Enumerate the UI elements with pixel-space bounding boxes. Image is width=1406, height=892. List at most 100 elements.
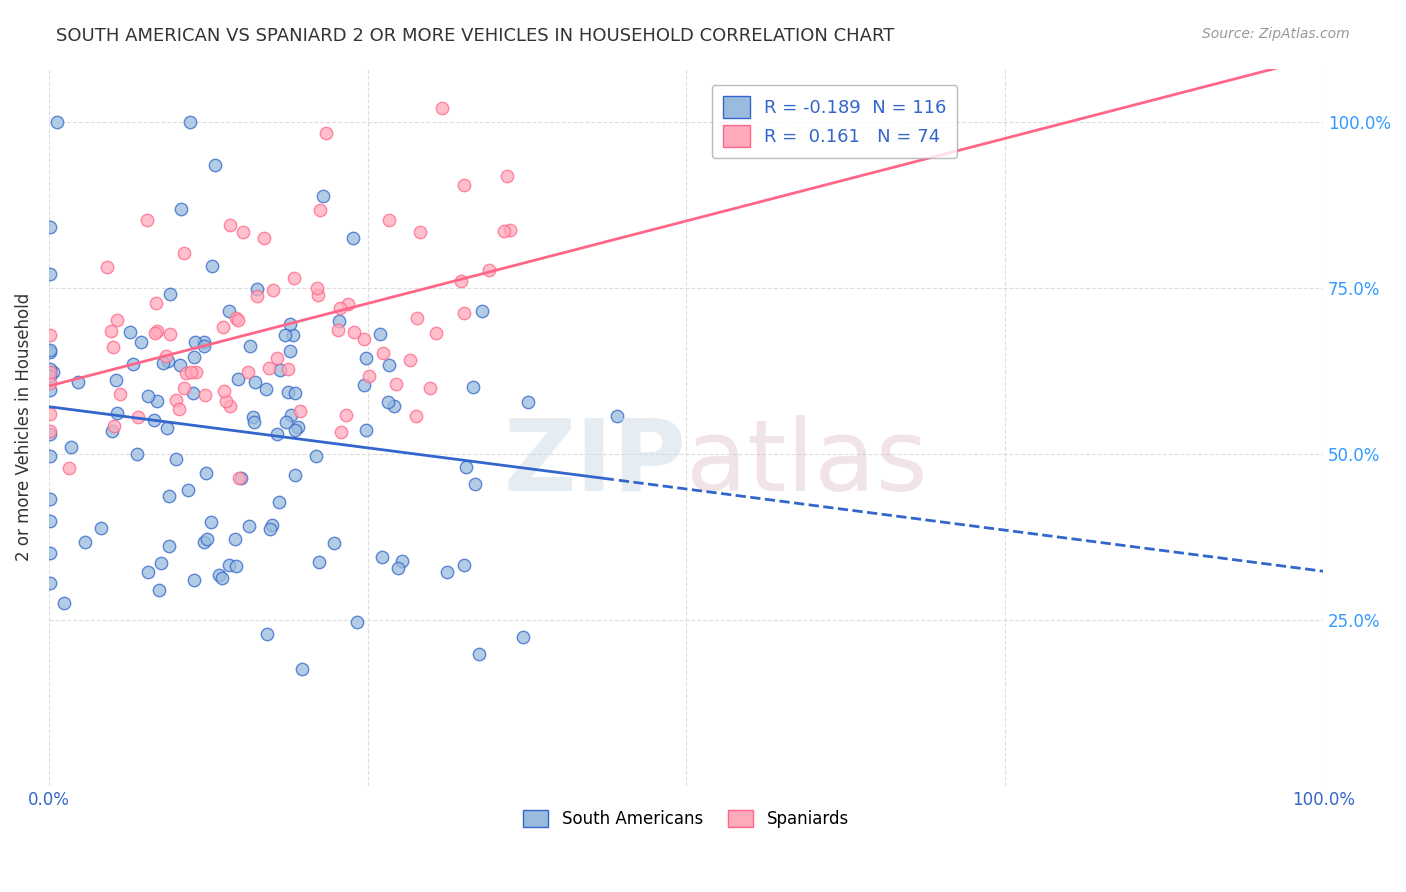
Point — [174, 366, 197, 380]
Point — [226, 372, 249, 386]
Point — [180, 365, 202, 379]
Point — [328, 314, 350, 328]
Point — [108, 387, 131, 401]
Point — [39, 546, 62, 560]
Point — [193, 387, 215, 401]
Point — [385, 376, 408, 391]
Text: atlas: atlas — [686, 415, 928, 511]
Point — [39, 328, 62, 343]
Point — [274, 328, 297, 343]
Point — [246, 283, 269, 297]
Point — [283, 271, 305, 285]
Point — [453, 558, 475, 573]
Point — [39, 343, 62, 358]
Point — [39, 345, 62, 359]
Point — [169, 358, 191, 372]
Point — [256, 626, 278, 640]
Point — [118, 325, 141, 339]
Point — [512, 630, 534, 644]
Point — [194, 466, 217, 480]
Point — [121, 357, 143, 371]
Point — [53, 596, 76, 610]
Point — [336, 297, 359, 311]
Point — [136, 389, 159, 403]
Point — [378, 359, 401, 373]
Point — [39, 492, 62, 507]
Point — [39, 576, 62, 591]
Point — [146, 324, 169, 338]
Point — [39, 267, 62, 281]
Text: Source: ZipAtlas.com: Source: ZipAtlas.com — [1202, 27, 1350, 41]
Point — [167, 402, 190, 417]
Point — [183, 350, 205, 364]
Point — [260, 518, 283, 533]
Point — [382, 400, 405, 414]
Legend: South Americans, Spaniards: South Americans, Spaniards — [517, 804, 855, 835]
Point — [193, 335, 215, 350]
Point — [330, 425, 353, 439]
Point — [105, 313, 128, 327]
Point — [149, 556, 172, 570]
Point — [254, 382, 277, 396]
Point — [277, 384, 299, 399]
Point — [243, 415, 266, 429]
Point — [103, 418, 125, 433]
Point — [186, 365, 208, 379]
Point — [471, 304, 494, 318]
Point — [436, 565, 458, 579]
Point — [152, 356, 174, 370]
Point — [58, 460, 80, 475]
Point — [179, 114, 201, 128]
Point — [277, 361, 299, 376]
Point — [181, 386, 204, 401]
Point — [280, 409, 302, 423]
Point — [378, 213, 401, 227]
Point — [281, 328, 304, 343]
Point — [236, 366, 259, 380]
Point — [353, 332, 375, 346]
Point — [143, 412, 166, 426]
Point — [278, 344, 301, 359]
Point — [136, 212, 159, 227]
Point — [262, 284, 284, 298]
Point — [165, 451, 187, 466]
Point — [266, 427, 288, 442]
Point — [357, 369, 380, 384]
Point — [284, 424, 307, 438]
Point — [145, 296, 167, 310]
Point — [155, 349, 177, 363]
Point — [464, 476, 486, 491]
Point — [232, 225, 254, 239]
Point — [107, 406, 129, 420]
Point — [259, 361, 281, 376]
Point — [517, 395, 540, 409]
Point — [208, 567, 231, 582]
Point — [430, 101, 453, 115]
Point — [259, 522, 281, 536]
Point — [371, 550, 394, 565]
Point — [218, 304, 240, 318]
Point — [266, 351, 288, 366]
Point — [326, 323, 349, 337]
Point — [173, 246, 195, 260]
Point — [96, 260, 118, 274]
Point — [195, 533, 218, 547]
Point — [204, 158, 226, 172]
Point — [354, 351, 377, 366]
Point — [354, 423, 377, 437]
Point — [200, 515, 222, 529]
Point — [280, 317, 302, 331]
Point — [157, 354, 180, 368]
Point — [101, 424, 124, 438]
Point — [242, 410, 264, 425]
Point — [219, 218, 242, 232]
Point — [148, 583, 170, 598]
Point — [238, 518, 260, 533]
Point — [405, 311, 427, 326]
Point — [225, 311, 247, 326]
Point — [39, 365, 62, 379]
Point — [39, 383, 62, 397]
Text: SOUTH AMERICAN VS SPANIARD 2 OR MORE VEHICLES IN HOUSEHOLD CORRELATION CHART: SOUTH AMERICAN VS SPANIARD 2 OR MORE VEH… — [56, 27, 894, 45]
Point — [453, 178, 475, 192]
Point — [454, 460, 477, 475]
